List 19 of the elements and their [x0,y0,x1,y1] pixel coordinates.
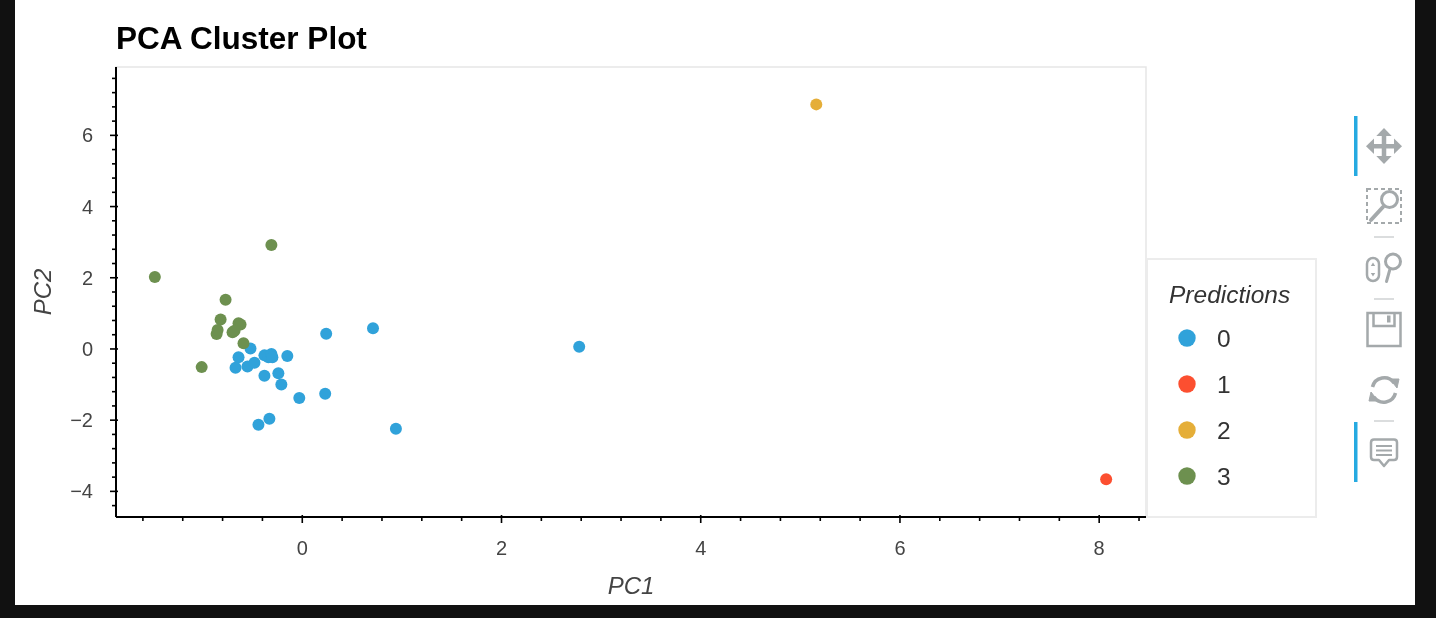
x-tick-label: 4 [695,537,707,559]
y-axis-title: PC2 [29,268,56,316]
x-axis-title: PC1 [607,572,655,599]
legend-title: Predictions [1169,281,1291,308]
y-tick-label: 6 [81,124,93,147]
legend-label: 1 [1217,370,1231,398]
y-tick-label: 4 [81,195,93,218]
x-tick-label: 8 [1093,537,1105,559]
x-tick-label: 6 [894,537,906,559]
y-tick-label: −4 [70,480,93,503]
y-tick-label: −2 [70,409,93,432]
chart-title: PCA Cluster Plot [116,20,368,56]
y-tick-label: 2 [81,266,93,289]
y-tick-label: 0 [81,337,93,360]
legend-label: 2 [1217,416,1231,444]
x-tick-label: 0 [296,537,308,559]
x-tick-label: 2 [495,537,508,559]
legend-label: 0 [1217,324,1231,352]
legend-label: 3 [1217,462,1231,490]
